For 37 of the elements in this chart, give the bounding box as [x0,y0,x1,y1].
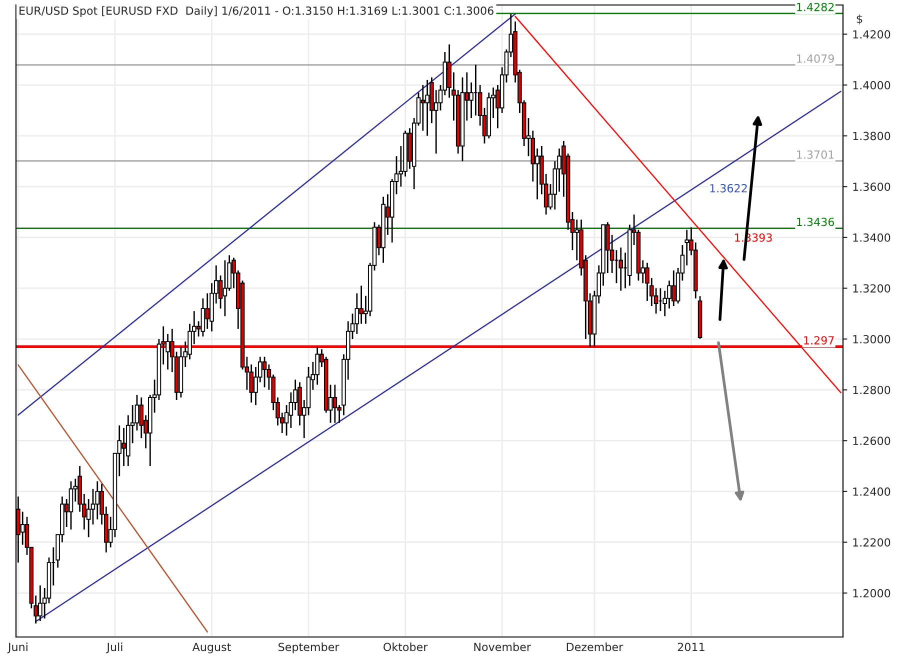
candlestick [68,480,74,530]
y-tick-label: 1.4200 [853,30,890,39]
y-axis-title: $ [856,14,862,25]
candlestick [618,246,623,292]
x-tick-label: September [278,642,340,654]
chart-title: EUR/USD Spot [EURUSD FXD Daily] 1/6/2011 - O:1.3150 H:1.3169 L:1.3001 C:1.3006 [20,6,494,18]
y-tick-label: 1.3600 [853,182,890,192]
y-tick-label: 1.2800 [853,386,890,394]
x-tick-label: November [474,642,531,652]
candlestick [332,384,338,424]
x-tick-label: Oktober [384,642,428,652]
candlestick [420,84,426,132]
candlestick [95,480,100,520]
y-tick-label: 1.2600 [853,436,890,446]
x-tick-label: Juli [106,642,122,654]
x-tick-label: Juni [7,642,28,654]
y-tick-label: 1.3400 [853,233,890,242]
candlestick [86,498,91,538]
y-tick-label: 1.4000 [853,80,890,90]
x-tick-label: 2011 [678,642,704,652]
x-tick-label: August [192,642,231,654]
y-tick-label: 1.2200 [853,538,890,547]
ref-line-label: 1.4079 [797,54,834,63]
ref-line-label: 1.3701 [797,150,834,159]
candlestick [20,511,25,546]
ref-line-label: 1.297 [804,336,834,345]
y-tick-label: 1.2400 [853,487,890,496]
ref-line-label: 1.3436 [797,218,834,226]
ref-line-label: 1.4282 [797,2,834,12]
x-tick-label: Dezember [566,642,624,652]
y-tick-label: 1.3000 [853,335,890,344]
y-tick-label: 1.3800 [853,132,890,140]
y-tick-label: 1.2000 [853,589,890,598]
y-tick-label: 1.3200 [853,284,890,293]
candlestick [262,356,267,388]
candlestick [200,298,206,338]
annotation: 1.3622 [710,184,747,192]
